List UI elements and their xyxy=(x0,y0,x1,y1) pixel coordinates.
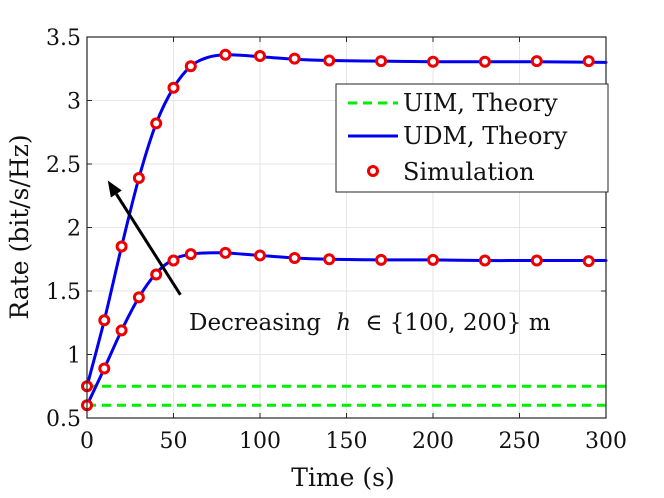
x-tick-label-6: 300 xyxy=(585,429,627,454)
simulation-point-1-1 xyxy=(98,362,111,375)
y-tick-label-6: 3.5 xyxy=(46,26,81,51)
simulation-point-1-14 xyxy=(530,254,543,267)
legend: UIM, Theory UDM, Theory Simulation xyxy=(335,83,609,193)
annotation-arrow xyxy=(115,193,182,296)
simulation-point-1-13 xyxy=(478,254,491,267)
simulation-point-0-12 xyxy=(427,55,439,68)
legend-swatch-simulation xyxy=(367,165,379,177)
simulation-point-0-14 xyxy=(530,55,543,68)
simulation-point-1-7 xyxy=(219,246,232,259)
simulation-point-0-8 xyxy=(254,50,266,63)
legend-label-udm: UDM, Theory xyxy=(403,122,568,150)
legend-label-simulation: Simulation xyxy=(403,158,535,186)
x-tick-label-3: 150 xyxy=(326,429,368,454)
y-tick-label-2: 1.5 xyxy=(46,280,81,305)
simulation-point-0-6 xyxy=(184,60,197,73)
simulation-point-0-1 xyxy=(98,314,111,327)
simulation-point-0-5 xyxy=(167,81,180,94)
annotation-variable: h xyxy=(336,310,351,336)
x-tick-label-5: 250 xyxy=(499,429,541,454)
simulation-point-1-11 xyxy=(375,253,388,266)
simulation-point-1-3 xyxy=(132,291,145,304)
y-tick-label-5: 3 xyxy=(67,90,81,115)
annotation-suffix: ∈ {100, 200} m xyxy=(365,310,550,336)
simulation-point-0-11 xyxy=(375,55,388,68)
simulation-point-1-15 xyxy=(582,255,595,268)
simulation-point-1-8 xyxy=(254,249,266,262)
annotation-text: Decreasing h ∈ {100, 200} m xyxy=(189,310,551,336)
simulation-point-1-5 xyxy=(167,254,180,267)
annotation-prefix: Decreasing xyxy=(189,310,321,336)
series-udm-line-0 xyxy=(85,53,608,388)
simulation-point-1-10 xyxy=(323,253,336,266)
y-tick-label-1: 1 xyxy=(67,344,81,369)
simulation-point-0-2 xyxy=(115,240,128,253)
series-layer xyxy=(81,48,608,412)
simulation-point-0-15 xyxy=(582,55,595,68)
simulation-point-1-12 xyxy=(427,253,439,266)
ticks: 0 50 100 150 200 250 300 0.5 1 1.5 2 2.5 3 3.5 xyxy=(46,26,627,454)
x-axis-title: Time (s) xyxy=(291,463,394,492)
annotation: Decreasing h ∈ {100, 200} m xyxy=(107,180,551,336)
y-axis-title: Rate (bit/s/Hz) xyxy=(5,134,34,319)
x-tick-label-1: 50 xyxy=(160,429,188,454)
y-tick-label-0: 0.5 xyxy=(46,407,81,432)
simulation-point-1-9 xyxy=(288,251,301,264)
simulation-point-1-2 xyxy=(115,324,128,337)
simulation-point-0-9 xyxy=(288,52,301,65)
x-tick-label-4: 200 xyxy=(412,429,454,454)
simulation-point-0-7 xyxy=(219,48,232,61)
y-tick-label-3: 2 xyxy=(67,217,81,242)
simulation-point-0-3 xyxy=(132,171,145,184)
simulation-point-1-4 xyxy=(150,268,163,281)
x-tick-label-2: 100 xyxy=(239,429,281,454)
simulation-point-0-13 xyxy=(478,55,491,68)
simulation-point-0-4 xyxy=(150,117,163,130)
simulation-point-0-10 xyxy=(323,54,336,67)
y-tick-label-4: 2.5 xyxy=(46,153,81,178)
simulation-point-1-6 xyxy=(184,248,197,261)
legend-label-uim: UIM, Theory xyxy=(403,89,558,117)
annotation-arrowhead xyxy=(107,180,122,198)
x-tick-label-0: 0 xyxy=(80,429,94,454)
